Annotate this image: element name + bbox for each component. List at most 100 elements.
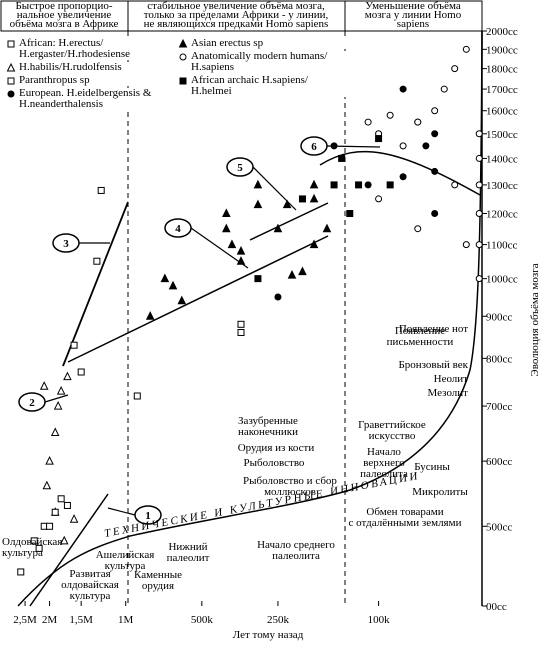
data-point <box>475 181 483 189</box>
y-tick-label: 1000cc <box>486 274 518 286</box>
annotation: культура <box>2 547 43 559</box>
data-point <box>309 239 319 249</box>
y-tick-label: 900cc <box>486 311 512 323</box>
callout-circle <box>300 136 328 156</box>
data-point <box>475 241 483 249</box>
y-tick-label: 1400cc <box>486 153 518 165</box>
header-text: стабильное увеличение объёма мозга, <box>147 0 325 12</box>
callout-arrow <box>326 145 381 148</box>
x-tick-label: 2M <box>42 614 58 626</box>
data-point <box>462 45 470 53</box>
annotation: Рыболовство <box>244 457 305 469</box>
trend-line <box>62 201 129 367</box>
annotation: Начало среднего <box>257 539 335 551</box>
callout-label: 5 <box>237 162 243 174</box>
data-point <box>475 275 483 283</box>
y-tick-label: 1300cc <box>486 180 518 192</box>
legend-item: Anatomically modern humans/ H.sapiens <box>178 51 346 73</box>
callout-circle <box>18 392 46 412</box>
legend-column: African: H.erectus/ H.ergaster/H.rhodesi… <box>6 38 174 112</box>
data-point <box>50 427 60 437</box>
data-point <box>42 480 52 490</box>
annotation: Появление нот <box>399 323 468 335</box>
y-tick-label: 800cc <box>486 353 512 365</box>
trend-line <box>67 235 329 363</box>
data-point <box>386 111 394 119</box>
legend-item: Paranthropus sp <box>6 75 174 86</box>
callout-label: 1 <box>145 510 151 522</box>
callout-label: 4 <box>175 223 181 235</box>
data-point <box>298 195 306 203</box>
annotation: Бусины <box>414 461 450 473</box>
annotation: Олдовайская <box>2 536 62 548</box>
x-tick-label: 2,5M <box>13 614 37 626</box>
annotation: Каменные <box>134 569 182 581</box>
data-point <box>431 107 439 115</box>
legend-swatch <box>7 77 15 85</box>
legend-item: African: H.erectus/ H.ergaster/H.rhodesi… <box>6 38 174 60</box>
legend-swatch <box>7 40 15 48</box>
annotation: верхнего <box>363 457 405 469</box>
annotation: культура <box>70 590 111 602</box>
header-text: не являющихся предками Homo sapiens <box>144 18 329 30</box>
annotation: орудия <box>142 580 174 592</box>
legend-item: H.habilis/H.rudolfensis <box>6 62 174 73</box>
y-tick-label: 1700cc <box>486 84 518 96</box>
x-tick-label: 100k <box>368 614 391 626</box>
y-tick-label: 1100cc <box>486 240 517 252</box>
trend-line <box>319 150 481 196</box>
legend-swatch <box>179 53 187 61</box>
legend-swatch <box>178 38 188 48</box>
callout-label: 6 <box>311 141 317 153</box>
legend-label: African archaic H.sapiens/ H.helmei <box>191 74 308 97</box>
legend-marker <box>7 90 15 98</box>
legend-marker <box>7 77 15 85</box>
legend-column: Asian erectus sp Anatomically modern huma… <box>178 38 346 112</box>
data-point <box>222 208 231 218</box>
header-text: мозга у линии Homo <box>365 9 462 21</box>
annotation: Микролиты <box>412 486 468 498</box>
legend-marker <box>179 53 187 61</box>
data-point <box>273 223 283 233</box>
y-tick-label: 700cc <box>486 401 512 413</box>
data-point <box>414 225 422 233</box>
data-point <box>53 400 63 410</box>
data-point <box>298 266 307 276</box>
data-point <box>17 568 25 576</box>
annotation: Нижний <box>168 541 207 553</box>
y-tick-label: 2000cc <box>486 26 518 38</box>
header-text: Уменьшение объёма <box>365 0 461 12</box>
annotation: Начало <box>367 446 401 458</box>
annotation: Ашелийская <box>96 549 155 561</box>
data-point <box>168 280 178 290</box>
y-tick-label: 1200cc <box>486 209 518 221</box>
callout-arrow <box>252 166 297 211</box>
data-point <box>287 269 297 279</box>
header-text: Быстрое пропорцио- <box>15 0 112 12</box>
data-point <box>364 118 372 126</box>
data-point <box>45 456 54 465</box>
data-point <box>59 535 69 545</box>
data-point <box>133 392 141 400</box>
data-point <box>475 154 483 162</box>
data-point <box>222 223 231 233</box>
annotation: Бронзовый век <box>398 359 468 371</box>
technology-curve <box>17 30 483 607</box>
annotation: Мезолит <box>428 387 469 399</box>
data-point <box>145 311 155 320</box>
data-point <box>46 522 54 530</box>
annotation: наконечники <box>238 426 298 438</box>
y-tick-label: 500cc <box>486 521 512 533</box>
callout-arrow <box>107 507 136 516</box>
legend-label: European. H.eidelbergensis & H.neanderth… <box>19 87 152 110</box>
legend-marker <box>178 38 188 48</box>
annotation: палеолит <box>167 552 210 564</box>
callout-label: 3 <box>63 238 69 250</box>
data-point <box>35 544 43 552</box>
header-text: нальное увеличение <box>17 9 112 21</box>
legend-swatch <box>6 62 16 72</box>
data-point <box>237 320 245 328</box>
data-point <box>364 181 372 189</box>
